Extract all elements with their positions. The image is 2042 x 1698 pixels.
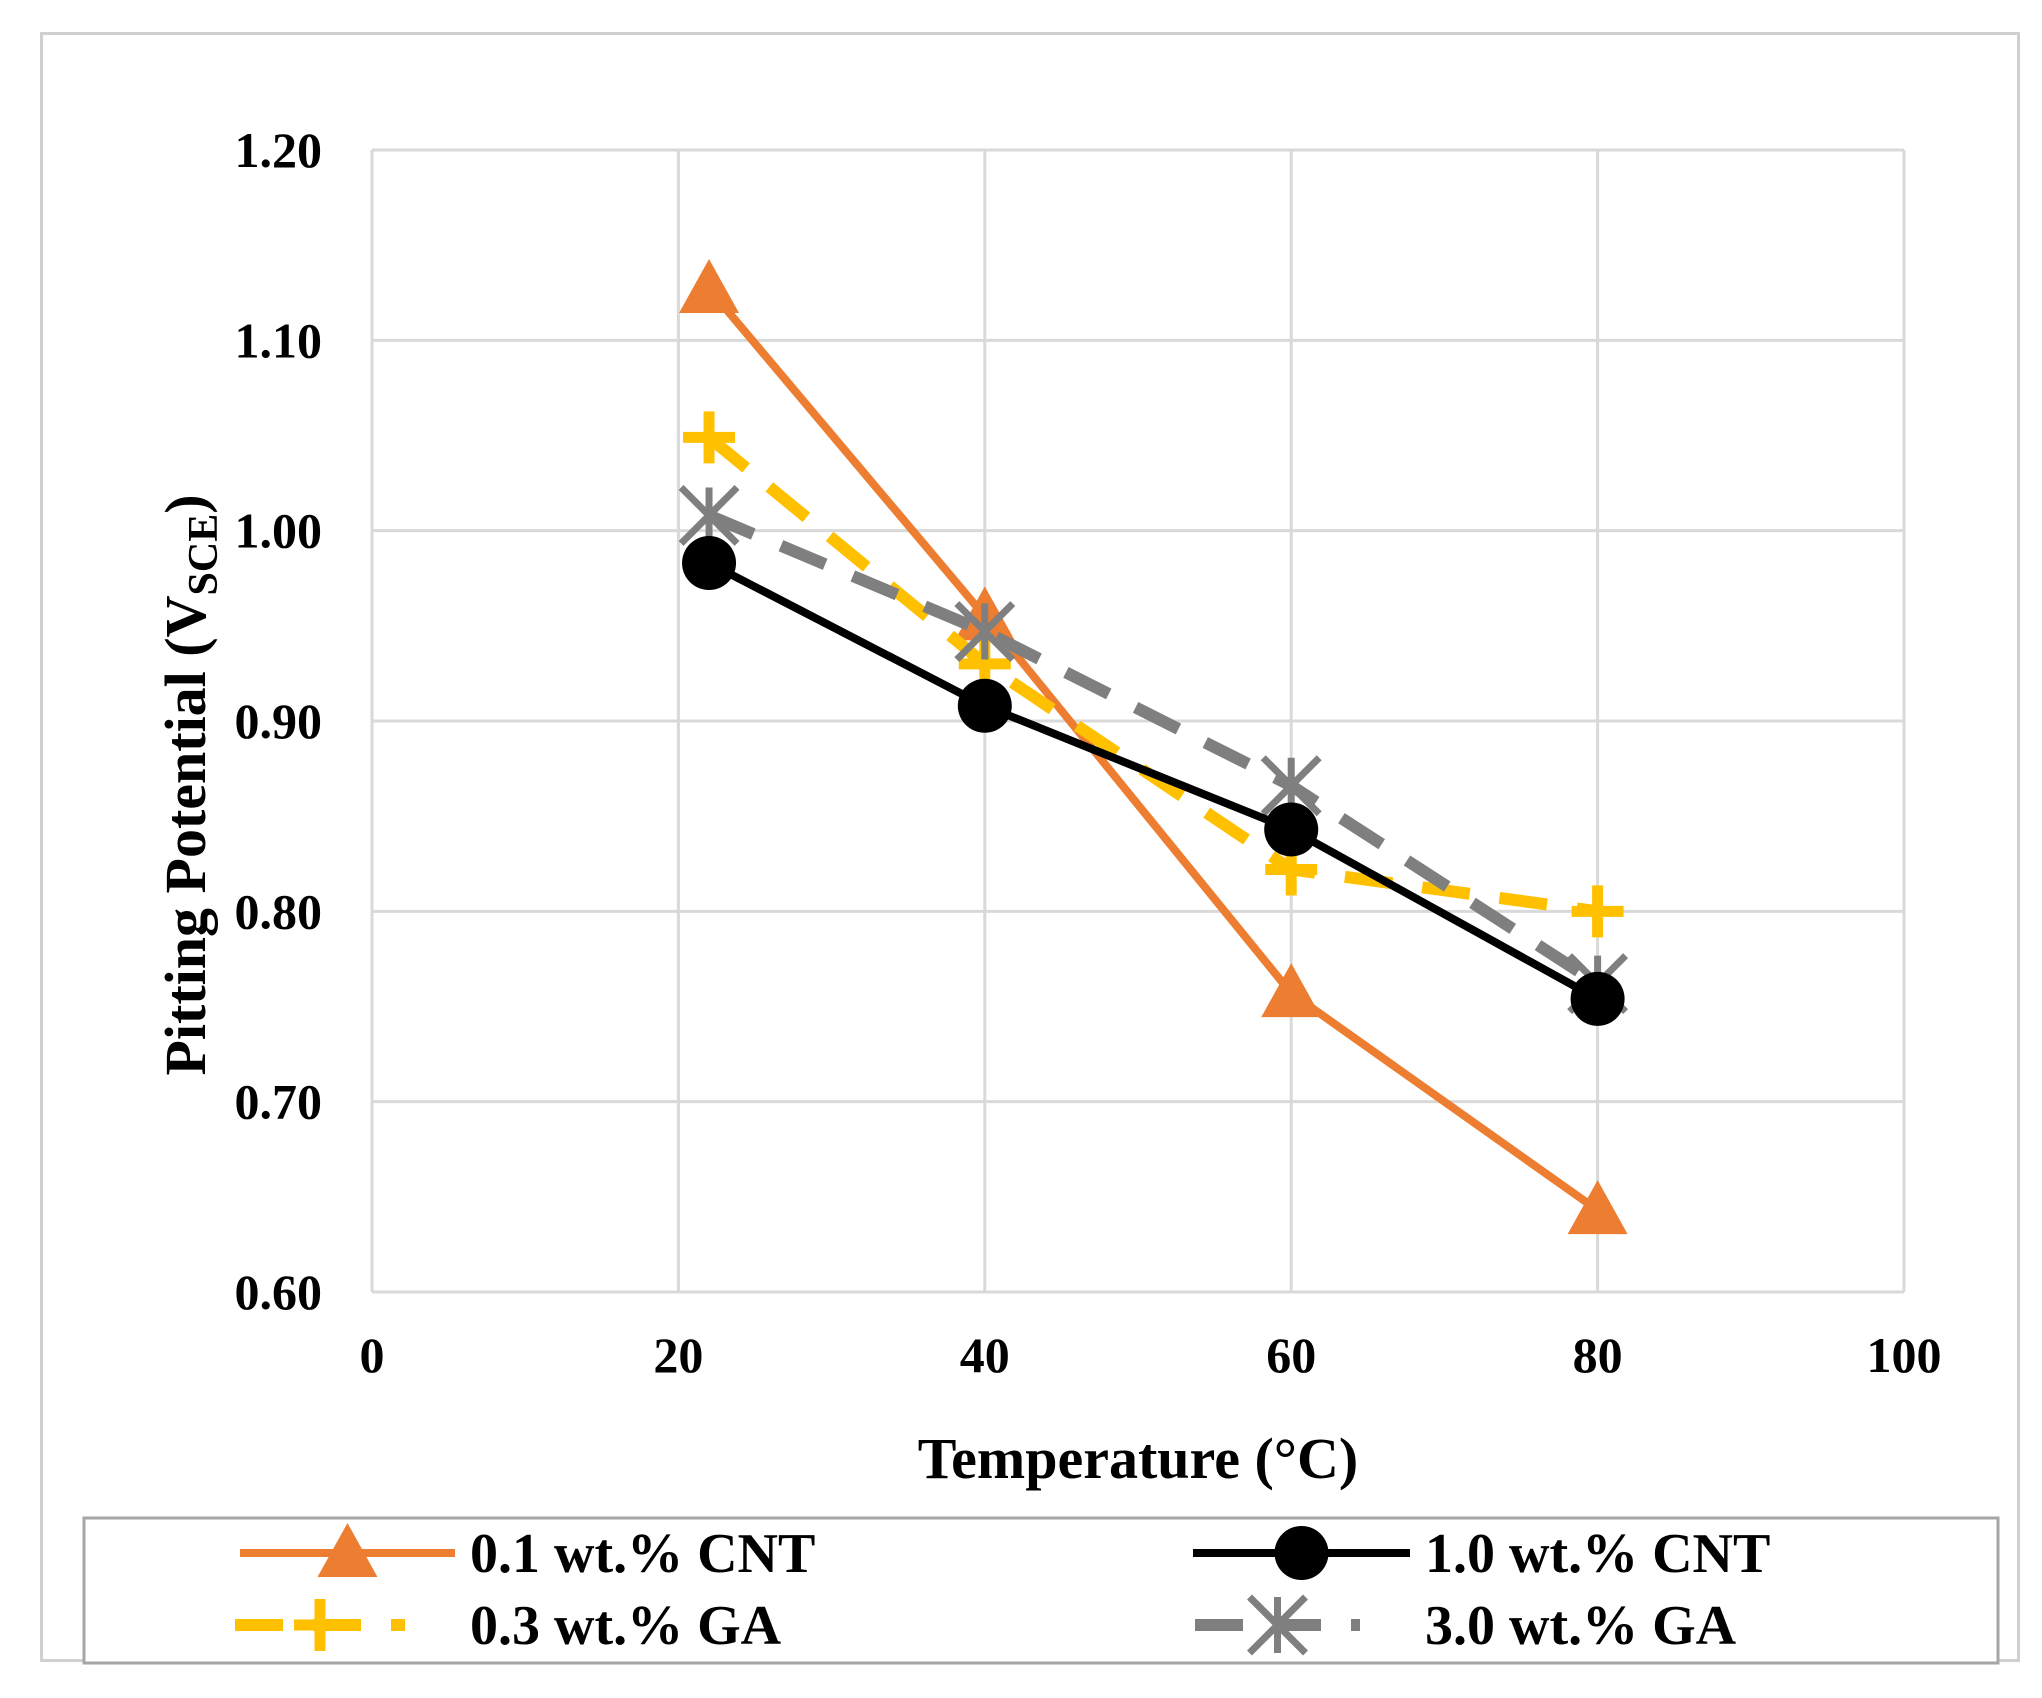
- x-tick-label: 100: [1867, 1327, 1942, 1383]
- x-tick-label: 80: [1573, 1327, 1623, 1383]
- legend-marker: [1247, 1594, 1308, 1656]
- y-tick-label: 0.90: [235, 693, 323, 749]
- series-layer: [678, 258, 1629, 1235]
- data-point: [1567, 1180, 1628, 1235]
- data-point: [682, 536, 737, 591]
- legend-item-0-3-wt-ga: 0.3 wt.% GA: [235, 1595, 782, 1657]
- legend-item-1-0-wt-cnt: 1.0 wt.% CNT: [1193, 1523, 1770, 1585]
- x-axis-ticks: 0 20 40 60 80 100: [360, 1327, 1942, 1383]
- series-line: [705, 286, 1600, 1214]
- gridlines: [370, 148, 1906, 1294]
- x-axis-title: Temperature (°C): [918, 1426, 1358, 1491]
- legend-label: 3.0 wt.% GA: [1425, 1595, 1737, 1657]
- data-point: [683, 411, 736, 464]
- legend-label: 0.1 wt.% CNT: [470, 1523, 815, 1585]
- legend: 0.1 wt.% CNT 1.0 wt.% CNT 0.3 wt.% GA 3.0 w…: [235, 1523, 1770, 1657]
- y-axis-title: Pitting Potential (VSCE): [153, 494, 227, 1075]
- series-line: [706, 509, 1601, 989]
- x-tick-label: 40: [960, 1327, 1010, 1383]
- y-tick-label: 0.60: [235, 1264, 323, 1320]
- data-point: [1571, 885, 1624, 938]
- data-point: [954, 601, 1016, 663]
- series-0-1-wt-cnt: [679, 258, 1628, 1235]
- legend-marker: [294, 1599, 346, 1651]
- y-axis-ticks: 0.60 0.70 0.80 0.90 1.00 1.10 1.20: [235, 122, 323, 1320]
- y-tick-label: 0.80: [235, 883, 323, 939]
- data-point: [678, 484, 740, 546]
- legend-box: [82, 1516, 2000, 1665]
- data-point: [957, 678, 1012, 733]
- series-line: [707, 559, 1600, 1003]
- data-point: [679, 258, 740, 313]
- y-tick-label: 0.70: [235, 1074, 323, 1130]
- y-tick-label: 1.10: [235, 312, 323, 368]
- legend-label: 1.0 wt.% CNT: [1425, 1523, 1770, 1585]
- y-tick-label: 1.00: [235, 503, 323, 559]
- legend-item-0-1-wt-cnt: 0.1 wt.% CNT: [240, 1523, 815, 1585]
- legend-marker: [1274, 1526, 1329, 1580]
- data-point: [1570, 971, 1625, 1026]
- data-point: [1261, 963, 1322, 1018]
- legend-label: 0.3 wt.% GA: [470, 1595, 782, 1657]
- x-tick-label: 20: [653, 1327, 703, 1383]
- data-point: [1264, 802, 1319, 857]
- x-tick-label: 0: [360, 1327, 385, 1383]
- x-tick-label: 60: [1266, 1327, 1316, 1383]
- legend-item-3-0-wt-ga: 3.0 wt.% GA: [1195, 1594, 1737, 1657]
- legend-marker: [317, 1523, 378, 1577]
- series-1-0-wt-cnt: [682, 536, 1625, 1026]
- y-tick-label: 1.20: [235, 122, 323, 178]
